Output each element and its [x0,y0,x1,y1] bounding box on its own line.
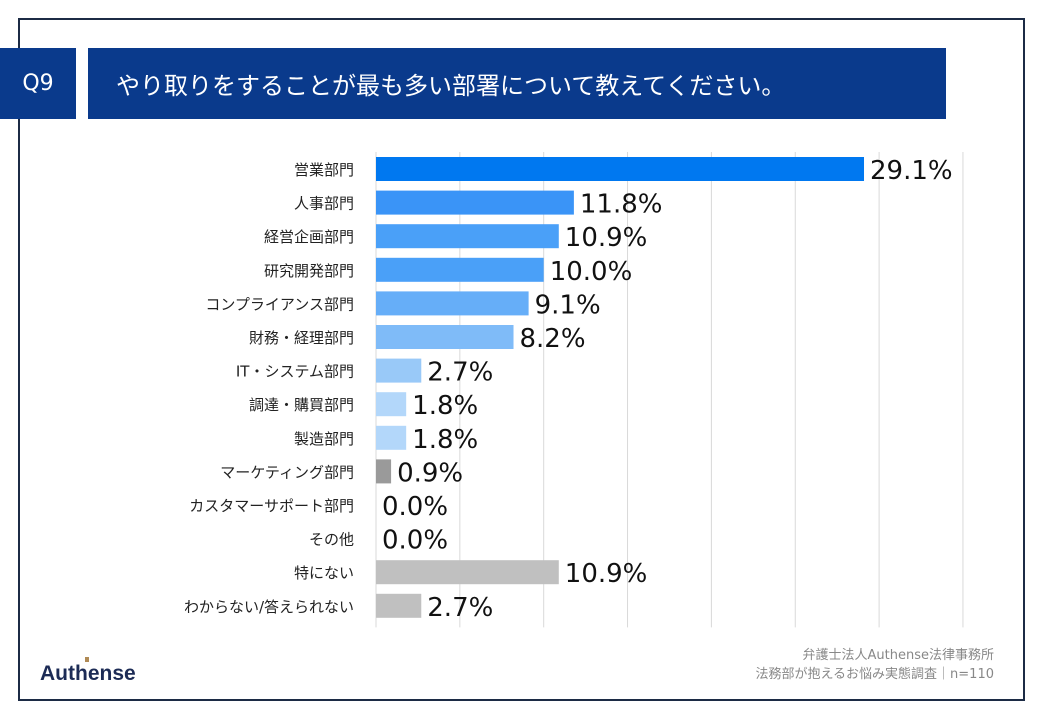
category-label: 調達・購買部門 [249,396,354,414]
data-label: 0.9% [397,458,463,488]
question-number: Q9 [0,48,76,119]
data-label: 0.0% [382,492,448,522]
category-label: 製造部門 [294,430,354,448]
data-label: 29.1% [870,156,953,186]
authense-logo: Authense [40,657,136,686]
data-label: 0.0% [382,526,448,556]
bar [376,392,407,417]
bar [376,425,407,450]
data-label: 1.8% [412,425,478,455]
source-line1: 弁護士法人Authense法律事務所 [802,648,994,663]
data-label: 10.9% [565,559,648,589]
category-label: 人事部門 [294,195,354,213]
data-label: 10.0% [550,257,633,287]
data-label: 2.7% [427,593,493,623]
data-label: 1.8% [412,391,478,421]
category-label: 研究開発部門 [264,262,354,280]
data-label: 2.7% [427,358,493,388]
category-label: 経営企画部門 [264,228,354,246]
category-label: 営業部門 [294,161,354,179]
bar [376,257,544,282]
category-label: その他 [309,531,354,549]
data-label: 8.2% [520,324,586,354]
bar [376,157,865,181]
bar [376,291,529,316]
data-label: 11.8% [580,190,663,220]
category-label: マーケティング部門 [220,463,354,481]
data-label: 9.1% [535,290,601,320]
bar [376,325,514,349]
bar [376,459,392,484]
category-label: わからない/答えられない [184,598,354,616]
category-label: コンプライアンス部門 [205,295,354,313]
category-label: 財務・経理部門 [249,329,354,347]
chart-title: やり取りをすることが最も多い部署について教えてください。 [88,48,946,119]
data-label: 10.9% [565,223,648,253]
chart-frame [18,18,1025,701]
source-line2: 法務部が抱えるお悩み実態調査｜n=110 [755,667,994,682]
bar [376,593,422,618]
category-label: カスタマーサポート部門 [189,497,354,515]
bar [376,190,574,215]
footer-source: 弁護士法人Authense法律事務所 法務部が抱えるお悩み実態調査｜n=110 [755,646,994,684]
category-label: 特にない [294,564,354,582]
bar [376,560,559,585]
bar [376,224,559,249]
bar [376,358,422,383]
category-label: IT・システム部門 [236,363,354,381]
